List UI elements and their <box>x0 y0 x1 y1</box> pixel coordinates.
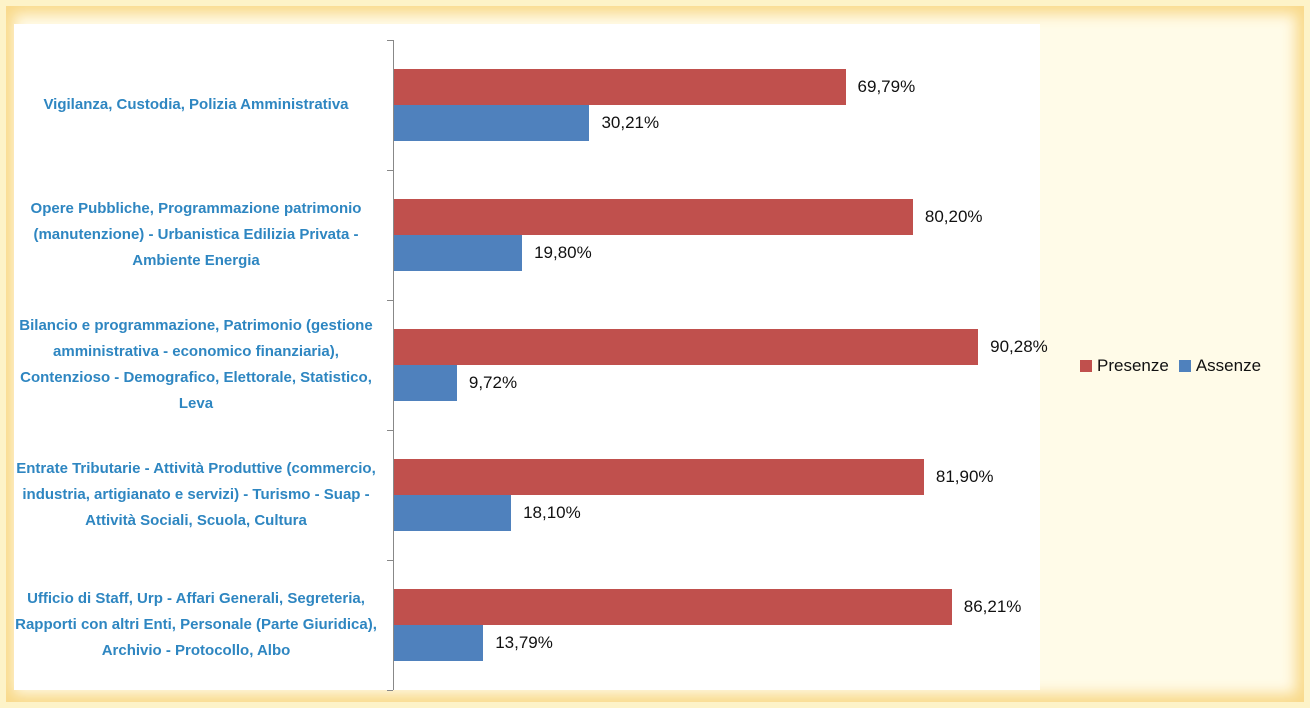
bar <box>394 365 457 401</box>
bar <box>394 329 979 365</box>
value-label: 19,80% <box>534 243 592 262</box>
value-label: 30,21% <box>601 113 660 132</box>
bar <box>394 589 952 625</box>
axis-tick <box>387 300 393 301</box>
bar <box>394 69 846 105</box>
y-axis <box>393 40 394 690</box>
bar <box>394 625 484 661</box>
value-label: 81,90% <box>935 467 994 486</box>
legend-label: Presenze <box>1097 356 1169 375</box>
bar <box>394 495 512 531</box>
value-label: 90,28% <box>990 337 1048 356</box>
bar <box>394 459 924 495</box>
value-label: 9,72% <box>468 373 518 392</box>
value-label: 86,21% <box>963 597 1022 616</box>
legend-item: Presenze <box>1080 356 1169 376</box>
axis-tick <box>387 430 393 431</box>
category-label: Ufficio di Staff, Urp - Affari Generali,… <box>15 590 377 659</box>
value-label: 69,79% <box>857 77 916 96</box>
category-label: Vigilanza, Custodia, Polizia Amministrat… <box>43 96 349 113</box>
axis-tick <box>387 40 393 41</box>
legend-label: Assenze <box>1195 356 1262 375</box>
axis-tick <box>387 690 393 691</box>
axis-tick <box>387 560 393 561</box>
legend-swatch <box>1080 360 1092 372</box>
bar <box>394 199 913 235</box>
legend: Presenze Assenze <box>1080 356 1271 376</box>
value-label: 13,79% <box>495 633 553 652</box>
bar <box>394 105 590 141</box>
axis-tick <box>387 170 393 171</box>
legend-item: Assenze <box>1178 356 1262 376</box>
value-label: 80,20% <box>924 207 983 226</box>
category-label: Opere Pubbliche, Programmazione patrimon… <box>30 200 362 269</box>
category-label: Bilancio e programmazione, Patrimonio (g… <box>19 317 373 412</box>
category-label: Entrate Tributarie - Attività Produttive… <box>16 460 376 529</box>
value-label: 18,10% <box>523 503 581 522</box>
bar <box>394 235 523 271</box>
legend-swatch <box>1178 360 1191 372</box>
